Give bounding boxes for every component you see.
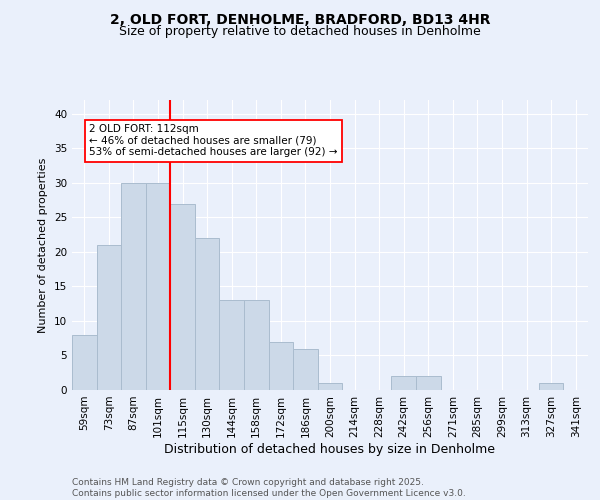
Bar [416, 376, 440, 390]
Bar [195, 238, 220, 390]
Text: Size of property relative to detached houses in Denholme: Size of property relative to detached ho… [119, 25, 481, 38]
Bar [97, 245, 121, 390]
Bar [244, 300, 269, 390]
X-axis label: Distribution of detached houses by size in Denholme: Distribution of detached houses by size … [164, 442, 496, 456]
Bar [269, 342, 293, 390]
Bar [293, 348, 318, 390]
Bar [539, 383, 563, 390]
Text: 2 OLD FORT: 112sqm
← 46% of detached houses are smaller (79)
53% of semi-detache: 2 OLD FORT: 112sqm ← 46% of detached hou… [89, 124, 338, 158]
Bar [318, 383, 342, 390]
Bar [220, 300, 244, 390]
Bar [146, 183, 170, 390]
Bar [391, 376, 416, 390]
Text: 2, OLD FORT, DENHOLME, BRADFORD, BD13 4HR: 2, OLD FORT, DENHOLME, BRADFORD, BD13 4H… [110, 12, 490, 26]
Bar [121, 183, 146, 390]
Bar [72, 335, 97, 390]
Text: Contains HM Land Registry data © Crown copyright and database right 2025.
Contai: Contains HM Land Registry data © Crown c… [72, 478, 466, 498]
Bar [170, 204, 195, 390]
Y-axis label: Number of detached properties: Number of detached properties [38, 158, 49, 332]
